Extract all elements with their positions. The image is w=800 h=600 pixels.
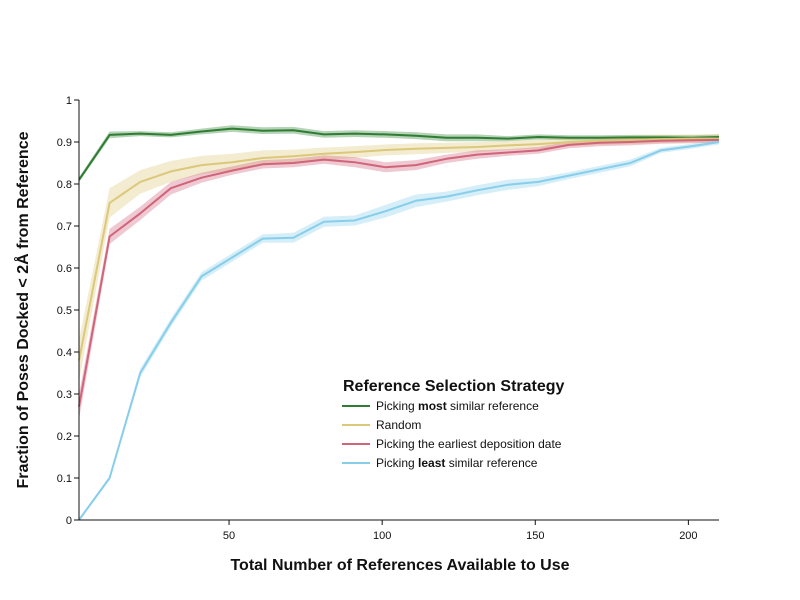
- y-tick-label: 0.2: [57, 431, 72, 443]
- series-1-line: [78, 137, 719, 361]
- y-tick-label: 0.8: [57, 179, 72, 191]
- x-tick-label: 150: [526, 530, 544, 542]
- y-tick-label: 0.9: [57, 137, 72, 149]
- series-0-line: [78, 127, 720, 181]
- series-0-band: [79, 125, 719, 183]
- y-tick-label: 0: [66, 515, 72, 527]
- x-tick-label: 200: [679, 530, 697, 542]
- y-tick-label: 0.5: [57, 305, 72, 317]
- y-axis-title: Fraction of Poses Docked < 2Å from Refer…: [13, 131, 32, 488]
- legend: Reference Selection Strategy Picking mos…: [342, 378, 565, 470]
- legend-label-0: Picking most similar reference: [376, 399, 539, 413]
- x-tick-label: 100: [373, 530, 391, 542]
- x-axis-title: Total Number of References Available to …: [230, 557, 569, 574]
- series-2-line: [78, 138, 720, 407]
- confidence-bands: [79, 125, 719, 520]
- legend-label-2: Picking the earliest deposition date: [376, 437, 562, 451]
- y-tick-label: 0.6: [57, 263, 72, 275]
- legend-title: Reference Selection Strategy: [343, 378, 565, 395]
- x-tick-label: 50: [223, 530, 235, 542]
- y-tick-label: 0.4: [57, 347, 72, 359]
- series-3-line: [78, 141, 720, 521]
- y-tick-label: 0.1: [57, 473, 72, 485]
- series-lines: [78, 127, 720, 521]
- legend-label-3: Picking least similar reference: [376, 456, 538, 470]
- y-tick-label: 0.7: [57, 221, 72, 233]
- axes: [74, 99, 719, 525]
- y-tick-label: 1: [66, 95, 72, 107]
- y-tick-label: 0.3: [57, 389, 72, 401]
- legend-label-1: Random: [376, 418, 421, 432]
